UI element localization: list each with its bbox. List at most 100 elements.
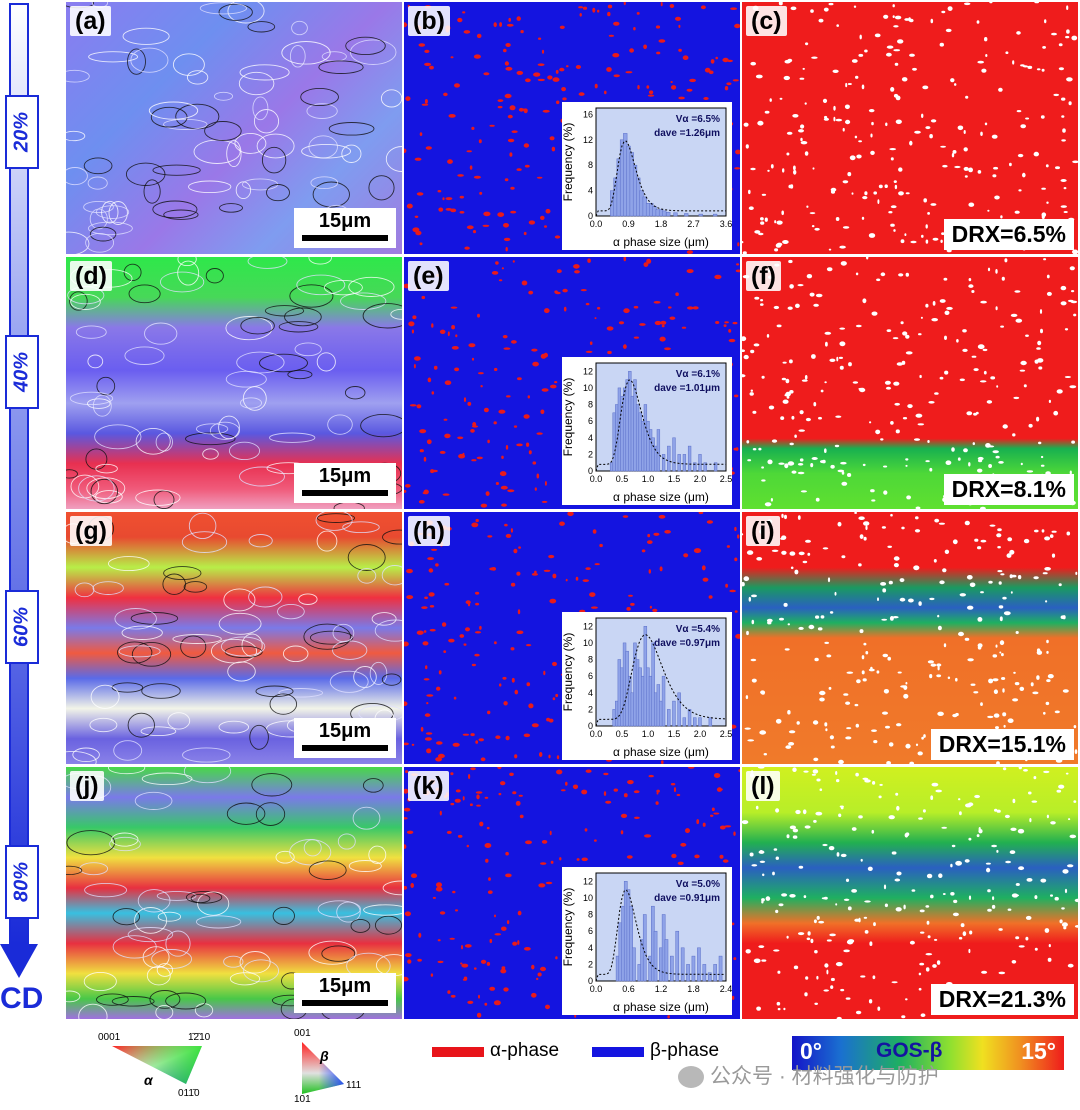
particle [692, 306, 699, 310]
mean-size-annotation: dave =1.26μm [654, 128, 720, 139]
particle [532, 361, 539, 367]
particle [745, 695, 749, 700]
grain-boundary [247, 257, 288, 269]
particle [639, 323, 646, 326]
particle [599, 543, 603, 548]
particle [540, 966, 546, 972]
histogram-bar [687, 709, 692, 727]
particle [993, 689, 998, 694]
particle [774, 248, 779, 252]
particle [528, 220, 536, 225]
particle [807, 552, 811, 556]
particle [439, 329, 446, 334]
phase-map-b: (b) 0.0 0.9 1.8 2.7 3.6 0 4 8 12 16 α phase size (… [404, 2, 740, 254]
particle [977, 344, 985, 350]
particle [633, 305, 639, 309]
particle [605, 800, 612, 804]
particle [1042, 46, 1046, 49]
particle [898, 273, 904, 277]
particle [870, 150, 875, 155]
particle [541, 500, 548, 503]
particle [561, 87, 566, 92]
particle [789, 390, 794, 394]
particle [761, 959, 767, 962]
histogram-bar [713, 213, 718, 217]
particle [783, 602, 788, 607]
particle [1074, 898, 1078, 903]
grain-boundary [278, 688, 324, 698]
particle [814, 657, 819, 662]
particle [987, 267, 991, 272]
particle [744, 727, 751, 730]
grain-boundary [143, 179, 161, 204]
particle [479, 191, 483, 195]
particle [603, 791, 607, 796]
particle [540, 215, 545, 220]
particle [757, 767, 765, 769]
grain-boundary [197, 891, 230, 916]
particle [510, 186, 515, 190]
particle [1025, 117, 1030, 120]
particle [559, 857, 562, 861]
particle [818, 416, 822, 420]
grain-boundary [348, 860, 382, 872]
grain-boundary [225, 316, 273, 341]
particle [748, 206, 754, 210]
particle [858, 516, 865, 520]
grain-boundary [235, 181, 252, 200]
particle [1014, 290, 1021, 293]
grain-boundary [96, 993, 129, 1006]
particle [483, 407, 489, 413]
particle [545, 1004, 550, 1010]
particle [489, 567, 496, 571]
particle [549, 136, 555, 141]
mean-size-annotation: dave =1.01μm [654, 383, 720, 394]
particle [854, 135, 858, 139]
particle [451, 346, 459, 350]
particle [463, 30, 471, 34]
grain-boundary [218, 612, 262, 635]
grain-boundary [252, 96, 269, 121]
histogram-bar [677, 692, 681, 727]
particle [874, 33, 881, 38]
particle [713, 773, 721, 778]
particle [655, 25, 661, 29]
particle [855, 723, 859, 728]
particle [803, 895, 807, 899]
particle [780, 537, 786, 540]
beta-ipf-legend: 001 β 101 111 [282, 1028, 382, 1108]
particle [907, 404, 913, 409]
particle [900, 321, 904, 325]
drx-label-c: DRX=6.5% [943, 219, 1074, 250]
particle [419, 449, 424, 453]
particle [813, 919, 817, 924]
particle [1029, 818, 1032, 823]
particle [905, 998, 908, 1001]
particle [516, 16, 521, 21]
particle [431, 391, 435, 395]
particle [491, 271, 499, 275]
particle [1063, 187, 1067, 190]
particle [919, 374, 922, 379]
particle [534, 487, 537, 491]
particle [847, 906, 852, 911]
particle [404, 641, 409, 647]
particle [879, 783, 883, 786]
particle [964, 637, 970, 641]
panel-label-a: (a) [70, 6, 111, 36]
particle [423, 678, 430, 681]
particle [1001, 653, 1004, 657]
particle [952, 150, 957, 154]
particle [525, 840, 532, 845]
particle [669, 316, 676, 320]
particle [742, 374, 746, 378]
panel-label-j: (j) [70, 771, 104, 801]
particle [432, 896, 436, 899]
particle [658, 39, 666, 43]
grain-boundary [150, 106, 188, 128]
particle [895, 429, 900, 434]
particle [898, 167, 903, 172]
grain-boundary [253, 109, 280, 134]
grain-boundary [134, 791, 173, 810]
panel-label-c: (c) [746, 6, 787, 36]
